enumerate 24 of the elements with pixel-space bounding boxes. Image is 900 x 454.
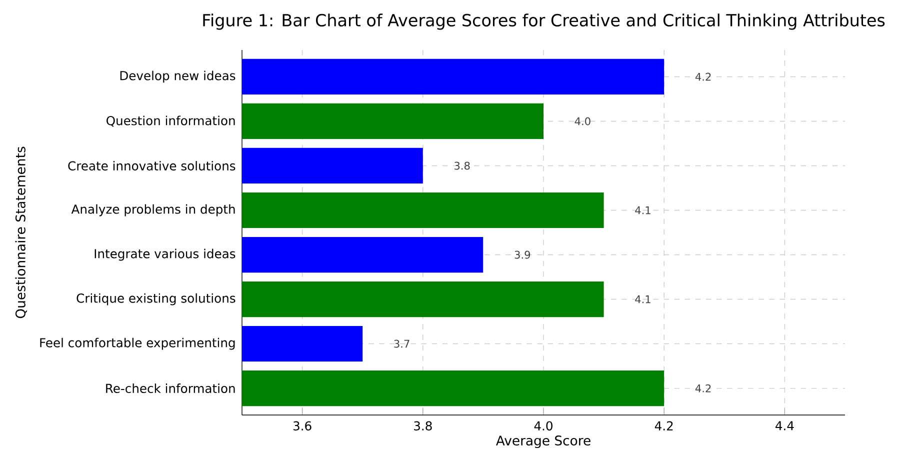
x-tick-label: 4.0 xyxy=(534,421,552,431)
data-label: 4.2 xyxy=(695,72,711,81)
y-tick-label: Analyze problems in depth xyxy=(71,204,235,216)
chart-title: Figure 1: Bar Chart of Average Scores for Creative and Critical Thinking Attributes xyxy=(203,14,885,30)
y-tick-label: Critique existing solutions xyxy=(76,293,236,306)
data-label: 4.1 xyxy=(635,295,650,304)
data-label: 4.0 xyxy=(574,117,590,126)
y-tick-label: Create innovative solutions xyxy=(68,161,236,171)
x-tick-label: 4.2 xyxy=(654,421,673,430)
y-tick-label: Question information xyxy=(106,116,235,127)
data-label: 4.2 xyxy=(695,384,711,392)
y-axis-title: Questionnaire Statements xyxy=(15,146,27,318)
x-tick-label: 4.4 xyxy=(776,421,794,430)
data-label: 3.7 xyxy=(394,340,410,348)
data-label: 3.9 xyxy=(514,250,530,259)
y-tick-label: Feel comfortable experimenting xyxy=(40,338,235,350)
x-axis-title: Average Score xyxy=(496,436,590,448)
data-label: 3.8 xyxy=(454,162,470,170)
x-tick-label: 3.6 xyxy=(293,421,312,431)
y-tick-label: Re-check information xyxy=(106,384,235,394)
y-tick-label: Develop new ideas xyxy=(120,70,236,83)
y-tick-label: Integrate various ideas xyxy=(94,248,236,261)
data-label: 4.1 xyxy=(635,206,650,214)
x-tick-label: 3.8 xyxy=(414,421,432,431)
